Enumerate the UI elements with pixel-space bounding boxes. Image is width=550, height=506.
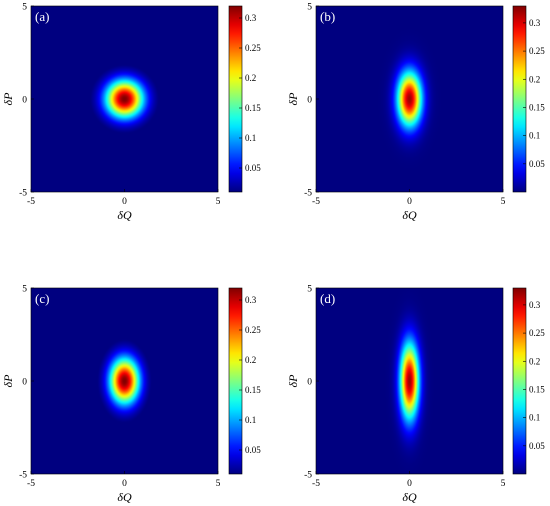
y-tick-label: 0 — [307, 378, 312, 388]
panel-label: (c) — [35, 291, 49, 306]
y-tick-label: 0 — [22, 378, 27, 388]
y-tick-label: -5 — [304, 189, 312, 199]
x-tick-label: 5 — [501, 197, 506, 207]
colorbar-tick-label: 0.05 — [245, 445, 261, 455]
y-axis-label: δP — [1, 374, 15, 388]
colorbar-tick-label: 0.25 — [245, 43, 261, 53]
panel-label: (b) — [320, 9, 335, 24]
x-axis-label: δQ — [402, 208, 417, 222]
colorbar-tick-label: 0.2 — [529, 74, 540, 84]
heatmap-blob — [316, 6, 503, 192]
colorbar-tick-label: 0.2 — [245, 73, 256, 83]
colorbar-tick-label: 0.15 — [245, 385, 261, 395]
x-axis-label: δQ — [117, 490, 132, 504]
colorbar-tick-label: 0.1 — [245, 415, 256, 425]
colorbar-tick-label: 0.25 — [529, 328, 545, 338]
x-tick-label: -5 — [312, 479, 320, 489]
colorbar-tick-label: 0.25 — [529, 46, 545, 56]
colorbar-tick-label: 0.1 — [529, 413, 540, 423]
y-axis-label: δP — [286, 92, 300, 106]
y-axis-label: δP — [1, 92, 15, 106]
colorbar-tick-label: 0.2 — [245, 355, 256, 365]
x-axis-label: δQ — [402, 490, 417, 504]
colorbar-tick-label: 0.15 — [529, 102, 545, 112]
colorbar — [512, 287, 527, 475]
y-axis-label: δP — [286, 374, 300, 388]
colorbar-tick-label: 0.2 — [529, 356, 540, 366]
heatmap-blob — [316, 288, 503, 474]
x-tick-label: 0 — [407, 197, 412, 207]
panel-d: (d) -5 0 5 -5 0 5 δQ δP 0.05 0.1 0.15 0.2 0.25 0.3 — [286, 285, 545, 505]
x-tick-label: 5 — [501, 479, 506, 489]
x-tick-label: -5 — [312, 197, 320, 207]
y-tick-label: -5 — [19, 471, 27, 481]
y-tick-label: 0 — [307, 96, 312, 106]
panel-b: (b) -5 0 5 -5 0 5 δQ δP 0.05 0.1 0.15 0.2 0.25 0.3 — [286, 3, 545, 223]
colorbar-tick-label: 0.15 — [529, 384, 545, 394]
x-tick-label: 0 — [407, 479, 412, 489]
y-tick-label: 5 — [22, 3, 27, 13]
colorbar — [228, 287, 243, 475]
x-tick-label: 0 — [122, 479, 127, 489]
x-tick-label: 0 — [122, 197, 127, 207]
x-tick-label: -5 — [27, 479, 35, 489]
heatmap-blob — [31, 288, 218, 474]
panel-a: (a) -5 0 5 -5 0 5 δQ δP 0.05 0.1 0.15 0.2 0.25 0.3 — [1, 3, 261, 223]
y-tick-label: 5 — [307, 3, 312, 13]
colorbar-tick-label: 0.3 — [245, 13, 257, 23]
x-tick-label: -5 — [27, 197, 35, 207]
colorbar-tick-label: 0.05 — [529, 159, 545, 169]
colorbar-tick-label: 0.3 — [529, 300, 541, 310]
colorbar-tick-label: 0.05 — [529, 441, 545, 451]
x-axis-label: δQ — [117, 208, 132, 222]
colorbar-tick-label: 0.3 — [245, 295, 257, 305]
y-tick-label: -5 — [304, 471, 312, 481]
y-tick-label: 5 — [22, 285, 27, 295]
colorbar — [228, 5, 243, 193]
y-tick-label: -5 — [19, 189, 27, 199]
colorbar-tick-label: 0.05 — [245, 163, 261, 173]
panel-c: (c) -5 0 5 -5 0 5 δQ δP 0.05 0.1 0.15 0.2 0.25 0.3 — [1, 285, 261, 505]
y-tick-label: 5 — [307, 285, 312, 295]
panel-label: (a) — [35, 9, 49, 24]
colorbar-tick-label: 0.25 — [245, 325, 261, 335]
y-tick-label: 0 — [22, 96, 27, 106]
panel-label: (d) — [320, 291, 335, 306]
colorbar — [512, 5, 527, 193]
x-tick-label: 5 — [216, 479, 221, 489]
colorbar-tick-label: 0.1 — [245, 133, 256, 143]
x-tick-label: 5 — [216, 197, 221, 207]
colorbar-tick-label: 0.3 — [529, 18, 541, 28]
heatmap-blob — [31, 6, 218, 192]
colorbar-tick-label: 0.15 — [245, 103, 261, 113]
colorbar-tick-label: 0.1 — [529, 131, 540, 141]
